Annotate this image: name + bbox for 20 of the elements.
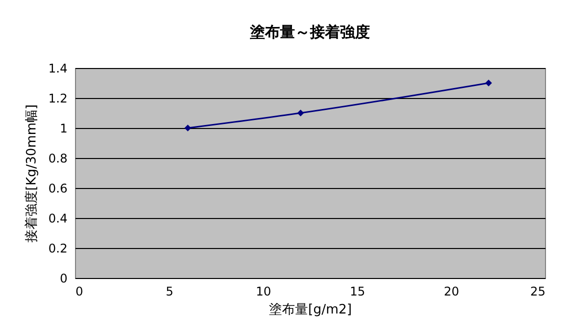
y-tick-label: 0.2 — [48, 242, 68, 256]
x-tick-label: 10 — [256, 284, 272, 298]
point — [184, 124, 192, 132]
y-tick-label: 0.4 — [48, 212, 68, 226]
y-tick-label: 1.2 — [48, 92, 68, 106]
x-tick-label: 25 — [530, 284, 546, 298]
x-tick-label: 5 — [166, 284, 174, 298]
point — [485, 80, 492, 86]
chart-title: 塗布量～接着強度 — [249, 23, 370, 41]
y-tick-label: 1.4 — [48, 62, 68, 76]
x-tick-label: 20 — [444, 284, 460, 298]
x-tick-label: 15 — [350, 284, 366, 298]
y-tick-label: 0 — [60, 272, 68, 286]
y-tick-label: 1 — [60, 122, 68, 136]
y-tick-label: 0.8 — [48, 152, 68, 166]
point — [297, 110, 304, 116]
y-axis-title: 接着強度[Kg/30mm幅] — [23, 104, 40, 243]
x-tick-label: 0 — [76, 284, 84, 298]
y-tick-label: 0.6 — [48, 182, 68, 196]
x-axis-title: 塗布量[g/m2] — [269, 302, 352, 318]
